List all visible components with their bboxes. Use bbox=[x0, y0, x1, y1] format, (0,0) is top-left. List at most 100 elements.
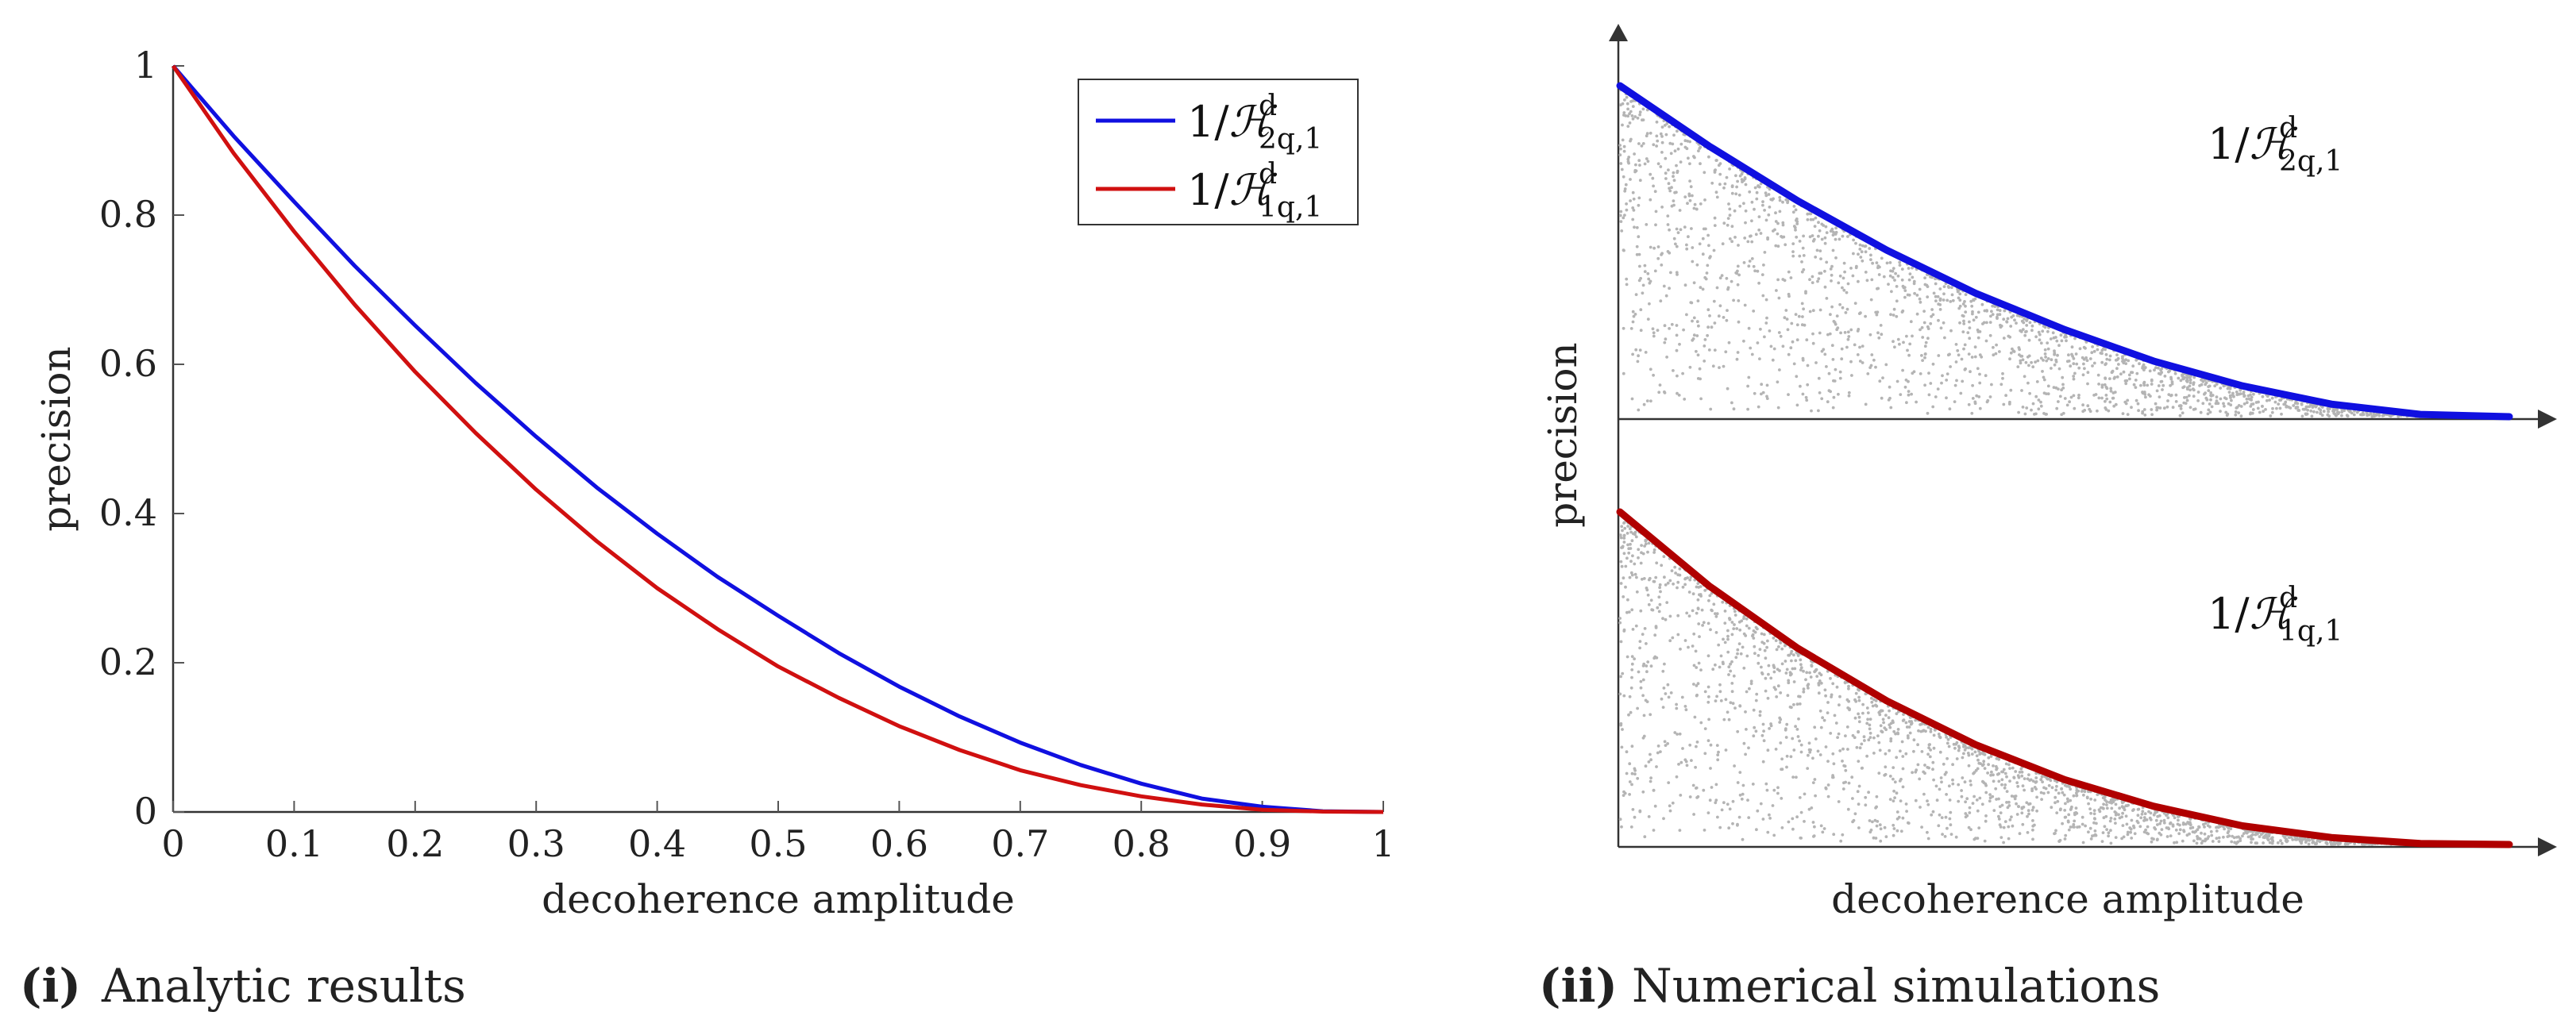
x-tick-label: 0.6 bbox=[870, 822, 928, 865]
simulation-point bbox=[1756, 269, 1760, 273]
simulation-point bbox=[1962, 347, 1965, 351]
simulation-point bbox=[1902, 718, 1906, 722]
simulation-point bbox=[1745, 690, 1749, 694]
simulation-point bbox=[2320, 414, 2324, 417]
simulation-point bbox=[2146, 832, 2150, 836]
simulation-point bbox=[1846, 282, 1850, 286]
simulation-point bbox=[1618, 617, 1622, 620]
simulation-point bbox=[1699, 162, 1702, 166]
simulation-point bbox=[1847, 391, 1851, 394]
simulation-point bbox=[2073, 337, 2077, 341]
simulation-point bbox=[1784, 309, 1788, 312]
simulation-point bbox=[1961, 330, 1965, 333]
simulation-point bbox=[1815, 675, 1819, 678]
simulation-point bbox=[1645, 664, 1649, 668]
simulation-point bbox=[2030, 324, 2034, 328]
simulation-point bbox=[2020, 774, 2024, 778]
simulation-point bbox=[1956, 348, 1960, 352]
simulation-point bbox=[1791, 737, 1795, 741]
simulation-point bbox=[2280, 412, 2283, 416]
simulation-point bbox=[1893, 279, 1896, 282]
simulation-point bbox=[1868, 333, 1872, 337]
simulation-point bbox=[1765, 383, 1769, 387]
simulation-point bbox=[1655, 144, 1659, 148]
simulation-point bbox=[2095, 821, 2098, 825]
simulation-point bbox=[2117, 813, 2120, 817]
simulation-point bbox=[1714, 631, 1718, 634]
simulation-point bbox=[1875, 824, 1879, 828]
simulation-point bbox=[1757, 661, 1760, 665]
simulation-point bbox=[2198, 384, 2202, 387]
simulation-point bbox=[1639, 679, 1643, 683]
simulation-point bbox=[1631, 554, 1634, 558]
simulation-point bbox=[1892, 789, 1896, 793]
simulation-point bbox=[2317, 407, 2321, 410]
simulation-point bbox=[1688, 162, 1691, 166]
simulation-point bbox=[1707, 155, 1710, 159]
simulation-point bbox=[2088, 807, 2092, 810]
simulation-point bbox=[1755, 197, 1759, 201]
simulation-point bbox=[1760, 733, 1764, 737]
simulation-point bbox=[2307, 842, 2311, 846]
simulation-point bbox=[1945, 771, 1948, 775]
simulation-point bbox=[1854, 699, 1858, 703]
simulation-point bbox=[2309, 409, 2313, 413]
simulation-point bbox=[2235, 391, 2239, 394]
simulation-point bbox=[2249, 393, 2252, 397]
simulation-point bbox=[2215, 399, 2219, 403]
simulation-point bbox=[1620, 745, 1624, 749]
simulation-point bbox=[1776, 380, 1780, 384]
simulation-point bbox=[2012, 350, 2016, 353]
simulation-point bbox=[1751, 783, 1755, 786]
simulation-point bbox=[2143, 812, 2147, 816]
simulation-point bbox=[2170, 382, 2174, 386]
simulation-point bbox=[1961, 302, 1965, 306]
simulation-point bbox=[2361, 842, 2364, 846]
simulation-point bbox=[2039, 400, 2042, 404]
simulation-point bbox=[1671, 636, 1675, 640]
simulation-point bbox=[2114, 402, 2118, 406]
simulation-point bbox=[2075, 362, 2079, 366]
simulation-point bbox=[1718, 683, 1722, 687]
simulation-point bbox=[1692, 632, 1696, 636]
simulation-point bbox=[1964, 293, 1968, 296]
simulation-point bbox=[1818, 249, 1822, 252]
simulation-point bbox=[2226, 412, 2230, 416]
simulation-point bbox=[1921, 359, 1925, 362]
simulation-point bbox=[1863, 739, 1866, 742]
simulation-point bbox=[1641, 694, 1645, 698]
simulation-point bbox=[1841, 833, 1845, 837]
simulation-point bbox=[1997, 814, 2000, 818]
simulation-point bbox=[1668, 579, 1672, 583]
simulation-point bbox=[2178, 828, 2182, 832]
simulation-point bbox=[1857, 802, 1861, 806]
simulation-point bbox=[1668, 809, 1672, 813]
simulation-point bbox=[2223, 827, 2227, 831]
simulation-point bbox=[1857, 687, 1860, 691]
simulation-point bbox=[1730, 621, 1734, 624]
simulation-point bbox=[1708, 314, 1711, 317]
simulation-point bbox=[2020, 811, 2024, 815]
simulation-point bbox=[1660, 151, 1664, 154]
simulation-point bbox=[2026, 381, 2030, 385]
simulation-point bbox=[1879, 324, 1883, 327]
simulation-point bbox=[1938, 308, 1942, 311]
simulation-point bbox=[1869, 258, 1872, 261]
simulation-point bbox=[2072, 394, 2076, 398]
simulation-point bbox=[1786, 328, 1790, 332]
simulation-point bbox=[2054, 360, 2058, 364]
simulation-point bbox=[1905, 334, 1908, 338]
simulation-point bbox=[1733, 209, 1737, 213]
simulation-point bbox=[1871, 820, 1874, 824]
simulation-point bbox=[1988, 333, 1992, 337]
simulation-point bbox=[1876, 734, 1880, 737]
simulation-point bbox=[1981, 779, 1984, 783]
simulation-point bbox=[2065, 335, 2068, 339]
simulation-point bbox=[2255, 841, 2259, 845]
simulation-point bbox=[1975, 754, 1979, 758]
simulation-point bbox=[1817, 376, 1821, 380]
simulation-point bbox=[1929, 382, 1933, 385]
simulation-point bbox=[2007, 837, 2011, 841]
simulation-point bbox=[2132, 383, 2136, 387]
simulation-point bbox=[1942, 285, 1946, 288]
